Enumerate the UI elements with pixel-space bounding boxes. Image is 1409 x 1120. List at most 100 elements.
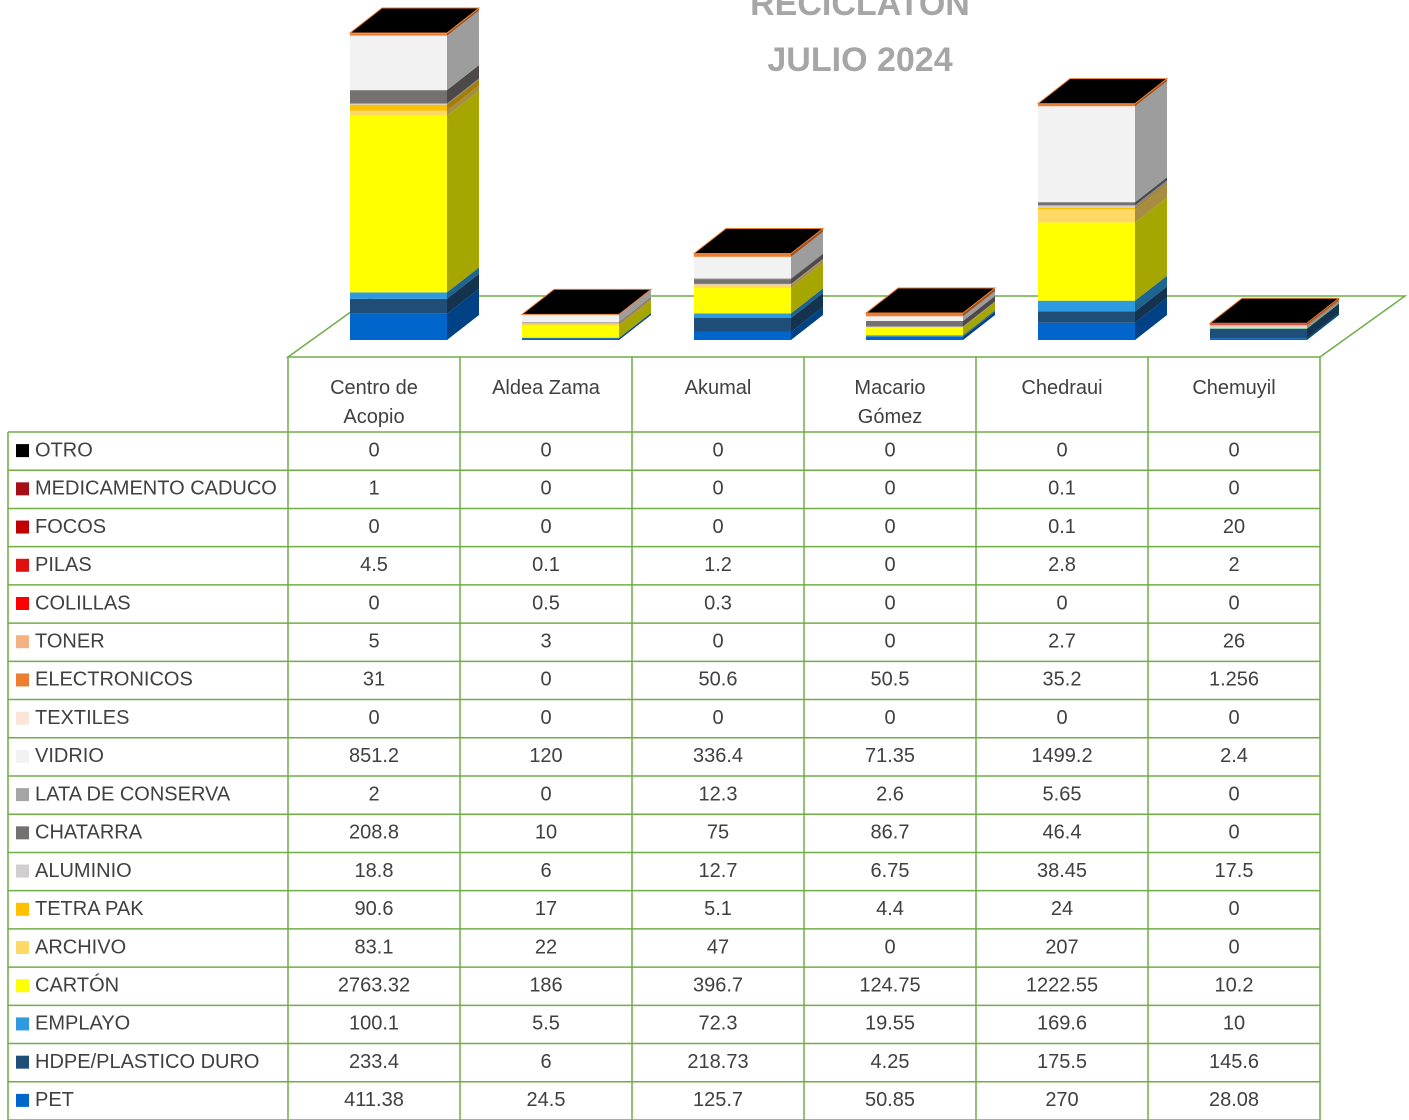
- category-label: Centro de Acopio: [330, 377, 418, 428]
- bar-segment: [1038, 322, 1135, 340]
- bar-segment: [866, 327, 963, 336]
- legend-swatch: [16, 482, 29, 496]
- legend-label: TETRA PAK: [35, 898, 144, 920]
- bar-segment: [350, 110, 447, 116]
- table-cell: 2763.32: [338, 975, 410, 997]
- table-cell: 22: [535, 936, 557, 958]
- chart-subtitle: JULIO 2024: [767, 41, 952, 79]
- bar-segment: [1038, 209, 1135, 223]
- bar-side: [1307, 301, 1339, 327]
- bar-side: [619, 299, 651, 326]
- table-cell: 18.8: [355, 860, 394, 882]
- bar-side: [1135, 286, 1167, 323]
- bar-segment: [350, 298, 447, 314]
- bar-side: [447, 79, 479, 111]
- bar-segment: [866, 321, 963, 327]
- bar-segment: [1210, 323, 1307, 325]
- table-cell: 0: [368, 592, 379, 614]
- table-cell: 124.75: [859, 975, 920, 997]
- legend-label: TONER: [35, 631, 105, 653]
- bar-segment: [866, 336, 963, 340]
- table-cell: 0: [540, 707, 551, 729]
- table-cell: 120: [529, 745, 562, 767]
- table-cell: 0: [712, 516, 723, 538]
- table-cell: 0: [368, 516, 379, 538]
- bar-side: [1135, 177, 1167, 206]
- bar-segment: [350, 313, 447, 340]
- bar-segment: [694, 283, 791, 285]
- legend-label: PILAS: [35, 554, 92, 576]
- table-cell: 4.25: [871, 1051, 910, 1073]
- bar-side: [619, 312, 651, 339]
- bar-side: [791, 258, 823, 285]
- table-cell: 0: [1228, 898, 1239, 920]
- bar-side: [1135, 78, 1167, 107]
- table-cell: 5.65: [1043, 783, 1082, 805]
- bar-side: [1307, 313, 1339, 340]
- table-cell: 83.1: [355, 936, 394, 958]
- bar-segment: [350, 90, 447, 104]
- legend-swatch: [16, 979, 29, 993]
- table-cell: 0.3: [704, 592, 732, 614]
- bar-segment: [350, 35, 447, 91]
- bar-segment: [866, 313, 963, 317]
- table-cell: 125.7: [693, 1089, 743, 1111]
- bar-side: [791, 292, 823, 332]
- bar-side: [1135, 81, 1167, 203]
- table-cell: 2.4: [1220, 745, 1248, 767]
- table-cell: 0: [1228, 822, 1239, 844]
- bar-side: [791, 259, 823, 286]
- table-cell: 0: [884, 516, 895, 538]
- table-cell: 31: [363, 669, 385, 691]
- legend-label: LATA DE CONSERVA: [35, 783, 231, 805]
- legend-label: PET: [35, 1089, 74, 1111]
- table-cell: 1222.55: [1026, 975, 1098, 997]
- bar-top: [348, 7, 481, 34]
- table-cell: 0: [884, 554, 895, 576]
- legend-swatch: [16, 826, 29, 840]
- table-cell: 26: [1223, 631, 1245, 653]
- legend-swatch: [16, 902, 29, 916]
- bar-segment: [522, 322, 619, 323]
- bar-side: [447, 288, 479, 340]
- bar-segment: [350, 292, 447, 299]
- bar-segment: [522, 338, 619, 340]
- chart-title: RECICLATON: [750, 0, 970, 23]
- table-cell: 0: [712, 631, 723, 653]
- table-cell: 86.7: [871, 822, 910, 844]
- table-cell: 208.8: [349, 822, 399, 844]
- table-cell: 169.6: [1037, 1013, 1087, 1035]
- table-cell: 0: [368, 707, 379, 729]
- bar-side: [1307, 303, 1339, 339]
- table-cell: 75: [707, 822, 729, 844]
- bar-side: [447, 10, 479, 91]
- table-cell: 207: [1045, 936, 1078, 958]
- table-cell: 4.4: [876, 898, 904, 920]
- legend-label: TEXTILES: [35, 707, 129, 729]
- table-cell: 0: [540, 439, 551, 461]
- bar-segment: [522, 323, 619, 325]
- bar-side: [791, 306, 823, 340]
- table-cell: 175.5: [1037, 1051, 1087, 1073]
- legend-swatch: [16, 635, 29, 649]
- bar-segment: [1038, 103, 1135, 107]
- legend-label: HDPE/PLASTICO DURO: [35, 1051, 259, 1073]
- bar-side: [447, 8, 479, 36]
- table-cell: 0.1: [1048, 478, 1076, 500]
- bar-side: [963, 288, 995, 317]
- table-cell: 47: [707, 936, 729, 958]
- legend-swatch: [16, 1017, 29, 1031]
- legend-label: VIDRIO: [35, 745, 104, 767]
- bar-segment: [1038, 202, 1135, 206]
- table-cell: 233.4: [349, 1051, 399, 1073]
- bar-segment: [694, 317, 791, 332]
- bar-segment: [694, 278, 791, 280]
- legend-swatch: [16, 941, 29, 954]
- bar-segment: [1210, 327, 1307, 329]
- legend-swatch: [16, 1093, 29, 1107]
- table-cell: 0: [540, 516, 551, 538]
- legend-label: CARTÓN: [35, 974, 119, 997]
- bar-segment: [1038, 311, 1135, 323]
- bar-segment: [694, 285, 791, 289]
